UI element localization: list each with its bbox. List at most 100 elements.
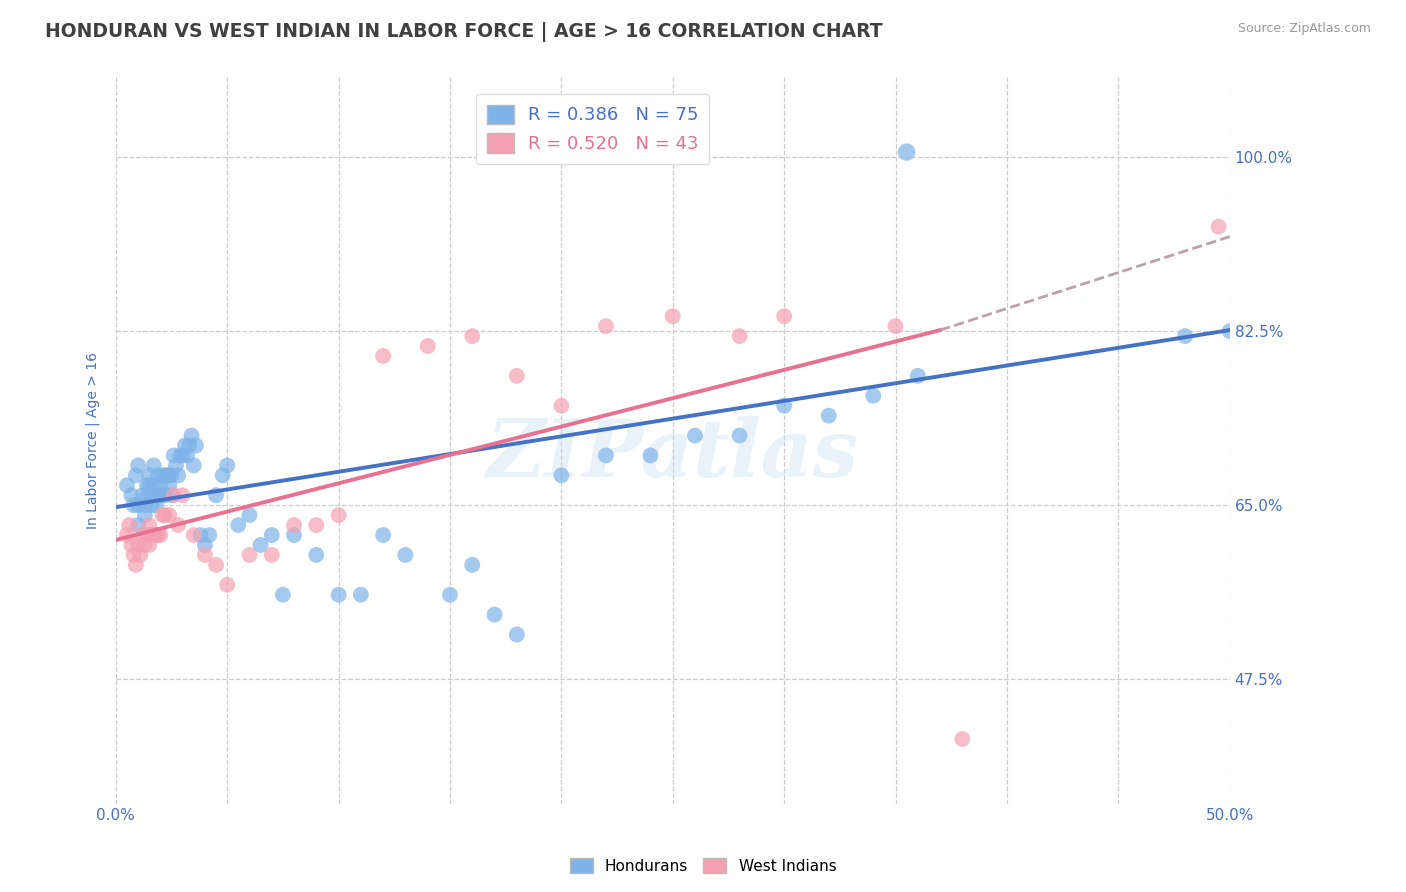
Point (950, 731, 973, 746)
Point (884, 319, 907, 334)
Point (146, 468, 169, 483)
Point (136, 478, 159, 492)
Point (136, 488, 159, 502)
Point (1174, 329, 1197, 343)
Point (167, 518, 190, 533)
Point (118, 518, 141, 533)
Point (157, 468, 180, 483)
Point (416, 339, 439, 353)
Point (138, 518, 160, 533)
Point (683, 428, 706, 442)
Point (896, 145, 918, 159)
Point (773, 399, 796, 413)
Y-axis label: In Labor Force | Age > 16: In Labor Force | Age > 16 (86, 352, 100, 529)
Point (127, 498, 149, 512)
Point (217, 578, 239, 592)
Legend: R = 0.386   N = 75, R = 0.520   N = 43: R = 0.386 N = 75, R = 0.520 N = 43 (475, 94, 710, 164)
Point (145, 488, 167, 502)
Point (176, 449, 198, 463)
Point (141, 528, 163, 542)
Point (120, 488, 142, 502)
Point (271, 588, 294, 602)
Point (773, 309, 796, 323)
Point (125, 558, 148, 572)
Point (371, 349, 394, 363)
Point (169, 449, 191, 463)
Point (122, 548, 145, 562)
Point (129, 548, 152, 562)
Text: Source: ZipAtlas.com: Source: ZipAtlas.com (1237, 22, 1371, 36)
Point (595, 319, 617, 334)
Point (550, 399, 572, 413)
Point (153, 488, 176, 502)
Point (127, 538, 149, 552)
Point (141, 488, 163, 502)
Point (907, 368, 929, 383)
Point (350, 588, 373, 602)
Point (120, 538, 142, 552)
Point (149, 478, 172, 492)
Text: ZIPatlas: ZIPatlas (486, 417, 859, 494)
Point (198, 528, 221, 542)
Point (131, 528, 153, 542)
Point (141, 498, 163, 512)
Point (728, 329, 751, 343)
Point (328, 508, 350, 523)
Point (142, 478, 165, 492)
Point (153, 508, 176, 523)
Point (160, 468, 183, 483)
Point (205, 558, 228, 572)
Point (238, 508, 260, 523)
Point (138, 478, 160, 492)
Point (134, 508, 156, 523)
Point (134, 538, 156, 552)
Point (190, 528, 212, 542)
Point (142, 458, 165, 473)
Point (461, 558, 484, 572)
Point (157, 478, 180, 492)
Point (152, 488, 174, 502)
Point (125, 468, 148, 483)
Point (205, 488, 228, 502)
Point (305, 548, 328, 562)
Point (283, 518, 305, 533)
Point (115, 478, 138, 492)
Point (661, 309, 683, 323)
Point (283, 528, 305, 542)
Point (172, 488, 194, 502)
Point (260, 528, 283, 542)
Point (238, 548, 260, 562)
Point (506, 368, 529, 383)
Point (145, 498, 167, 512)
Point (439, 588, 461, 602)
Point (184, 438, 207, 452)
Point (249, 538, 271, 552)
Point (484, 607, 506, 622)
Point (157, 508, 180, 523)
Point (138, 468, 160, 483)
Point (183, 528, 205, 542)
Point (152, 508, 174, 523)
Point (305, 518, 328, 533)
Point (211, 468, 233, 483)
Point (728, 428, 751, 442)
Point (142, 528, 165, 542)
Point (153, 468, 176, 483)
Point (394, 548, 416, 562)
Point (194, 548, 217, 562)
Point (131, 488, 153, 502)
Legend: Hondurans, West Indians: Hondurans, West Indians (564, 852, 842, 880)
Point (550, 468, 572, 483)
Point (179, 438, 201, 452)
Point (127, 458, 149, 473)
Point (1208, 219, 1230, 234)
Point (194, 538, 217, 552)
Point (167, 468, 190, 483)
Point (180, 428, 202, 442)
Point (371, 528, 394, 542)
Point (260, 548, 283, 562)
Point (173, 438, 195, 452)
Point (127, 518, 149, 533)
Point (1219, 324, 1241, 338)
Point (165, 458, 187, 473)
